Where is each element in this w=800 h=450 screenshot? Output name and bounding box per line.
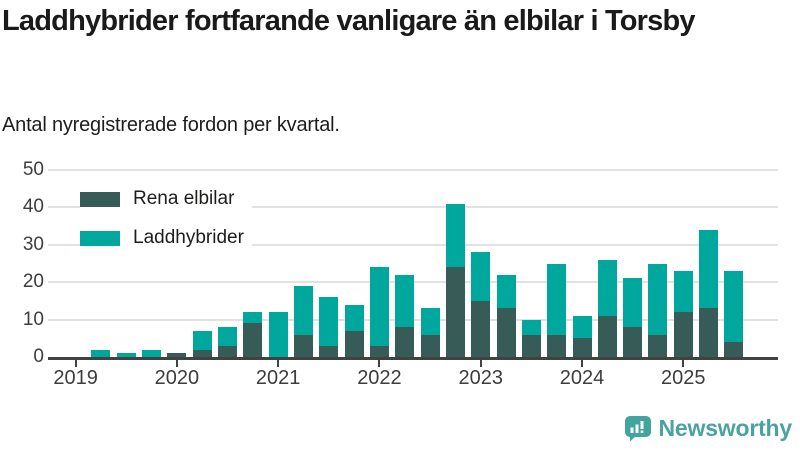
bar-segment-rena-elbilar (572, 338, 592, 357)
x-axis-tick-2025 (682, 359, 685, 367)
chart-legend: Rena elbilar Laddhybrider (80, 186, 252, 264)
bar-segment-laddhybrider (142, 349, 162, 357)
bar-segment-laddhybrider (648, 263, 668, 335)
y-axis-label: 40 (22, 196, 44, 218)
x-axis-label-2019: 2019 (53, 367, 98, 389)
bar-segment-laddhybrider (319, 297, 339, 346)
x-axis-label-2022: 2022 (357, 367, 402, 389)
bar-segment-laddhybrider (369, 267, 389, 346)
y-axis-label: 0 (33, 346, 44, 367)
legend-swatch-laddhybrider (80, 230, 120, 246)
brand-name: Newsworthy (658, 414, 793, 441)
y-axis-label: 10 (22, 308, 44, 330)
x-axis-label-2024: 2024 (559, 367, 605, 389)
legend-label-rena-elbilar: Rena elbilar (133, 188, 235, 209)
bar-segment-laddhybrider (344, 304, 364, 331)
bar-segment-rena-elbilar (648, 334, 668, 357)
gridline-30 (48, 243, 778, 246)
bar-segment-rena-elbilar (521, 334, 541, 357)
x-axis-tick-2023 (479, 359, 482, 367)
bar-segment-laddhybrider (218, 327, 238, 346)
legend-label-laddhybrider: Laddhybrider (133, 227, 244, 248)
bar-segment-rena-elbilar (192, 349, 212, 357)
bar-segment-laddhybrider (623, 278, 643, 328)
bar-segment-rena-elbilar (445, 267, 465, 357)
y-axis-label: 50 (22, 159, 44, 180)
bar-segment-laddhybrider (597, 259, 617, 316)
bar-segment-laddhybrider (192, 330, 212, 350)
x-axis-tick-2024 (581, 359, 583, 367)
bar-segment-laddhybrider (699, 229, 719, 309)
bar-segment-rena-elbilar (319, 345, 339, 357)
bar-segment-laddhybrider (673, 270, 693, 313)
bar-segment-rena-elbilar (293, 334, 313, 357)
y-axis-label: 20 (22, 271, 44, 293)
bar-segment-rena-elbilar (218, 345, 238, 357)
bar-segment-laddhybrider (572, 315, 592, 339)
bar-segment-laddhybrider (268, 312, 288, 357)
bar-segment-rena-elbilar (471, 300, 491, 357)
bar-segment-rena-elbilar (623, 327, 643, 357)
legend-item-laddhybrider: Laddhybrider (80, 225, 252, 251)
bar-segment-laddhybrider (91, 349, 111, 357)
brand-footer: Newsworthy (624, 414, 792, 442)
bar-segment-rena-elbilar (395, 327, 415, 357)
bar-segment-laddhybrider (116, 353, 136, 357)
x-axis-tick-2020 (175, 359, 178, 367)
bar-segment-laddhybrider (243, 312, 263, 324)
gridline-40 (48, 206, 778, 209)
chart-title: Laddhybrider fortfarande vanligare än el… (2, 5, 696, 37)
bar-segment-rena-elbilar (699, 308, 719, 357)
newsworthy-logo-icon (624, 416, 651, 442)
gridline-50 (48, 169, 778, 171)
x-axis-label-2023: 2023 (458, 367, 503, 389)
bar-segment-rena-elbilar (724, 342, 744, 357)
legend-swatch-rena-elbilar (80, 191, 120, 207)
bar-segment-rena-elbilar (420, 334, 440, 357)
bar-segment-laddhybrider (521, 319, 541, 335)
bar-segment-rena-elbilar (167, 353, 187, 357)
y-axis-label: 30 (22, 233, 44, 255)
x-axis-tick-2022 (378, 359, 381, 367)
bar-segment-rena-elbilar (597, 315, 617, 357)
bar-segment-laddhybrider (445, 203, 465, 268)
bar-segment-rena-elbilar (243, 323, 263, 357)
bar-segment-laddhybrider (496, 274, 516, 309)
chart-subtitle: Antal nyregistrerade fordon per kvartal. (2, 114, 340, 136)
bar-segment-laddhybrider (724, 270, 744, 343)
bar-segment-laddhybrider (293, 285, 313, 335)
legend-item-rena-elbilar: Rena elbilar (80, 186, 252, 212)
bar-segment-laddhybrider (420, 308, 440, 335)
bar-segment-rena-elbilar (344, 330, 364, 357)
bar-segment-laddhybrider (547, 263, 567, 335)
x-axis-tick-2021 (277, 359, 280, 367)
bar-segment-laddhybrider (395, 274, 415, 328)
x-axis-line (48, 356, 778, 360)
bar-segment-laddhybrider (471, 252, 491, 301)
x-axis-label-2020: 2020 (154, 367, 200, 389)
bar-segment-rena-elbilar (369, 345, 389, 357)
x-axis-tick-2019 (74, 359, 77, 367)
x-axis-label-2021: 2021 (255, 367, 301, 389)
bar-segment-rena-elbilar (496, 308, 516, 357)
x-axis-label-2025: 2025 (661, 367, 706, 389)
bar-segment-rena-elbilar (547, 334, 567, 357)
bar-segment-rena-elbilar (673, 312, 693, 357)
